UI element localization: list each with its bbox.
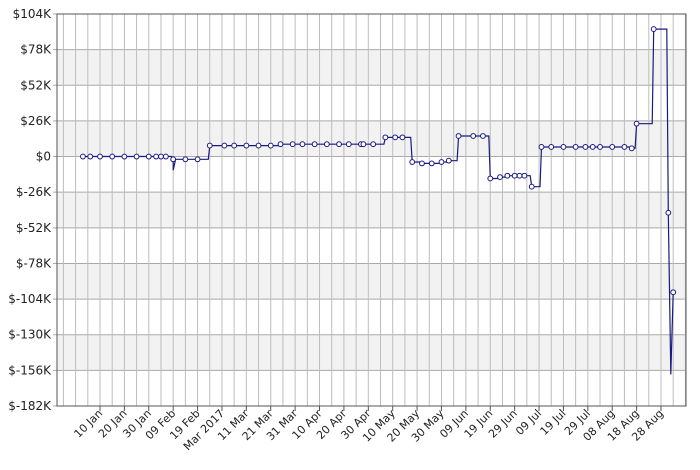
data-point (470, 133, 477, 139)
y-tick-label: $52K (20, 78, 52, 92)
data-point (170, 156, 177, 163)
x-tick-label: 19 Jul (538, 407, 569, 438)
data-point (497, 174, 503, 181)
data-point (360, 141, 367, 148)
data-point (370, 141, 377, 148)
data-point (323, 141, 330, 148)
plot-band (57, 192, 686, 228)
data-point (133, 153, 140, 160)
y-axis-tick-labels: $104K $78K $52K $26K $0 $-26K $-52K $-78K $-104K… (8, 7, 52, 413)
data-point (419, 160, 425, 167)
data-point (504, 172, 511, 179)
y-tick-label: $-156K (8, 363, 52, 377)
data-point (487, 175, 494, 182)
data-point (516, 172, 523, 179)
data-point (289, 141, 296, 148)
plot-background (57, 14, 686, 406)
plot-frame (56, 13, 687, 407)
y-tick-label: $-130K (8, 328, 52, 342)
data-point (665, 209, 672, 216)
data-point (121, 153, 128, 160)
data-point (277, 141, 284, 148)
data-point (255, 142, 262, 149)
data-point (438, 159, 445, 165)
x-tick-label: 09 Jul (513, 407, 544, 438)
data-point (243, 142, 250, 149)
plot-band (57, 14, 686, 50)
data-point (97, 153, 103, 160)
plot-band (57, 263, 686, 300)
data-point (345, 141, 352, 148)
data-point (633, 120, 640, 127)
data-point (511, 172, 518, 179)
data-point (589, 144, 596, 150)
data-point (194, 156, 201, 163)
plot-band (57, 49, 686, 86)
data-point (455, 133, 462, 139)
data-point (158, 153, 164, 160)
data-point (521, 172, 528, 179)
data-point (392, 134, 399, 141)
data-point (597, 144, 603, 150)
y-tick-label: $-104K (8, 292, 52, 306)
plot-band (57, 227, 686, 264)
y-tick-label: $26K (20, 114, 52, 128)
data-point (206, 142, 213, 149)
plot-band (57, 85, 686, 121)
data-point (231, 142, 238, 149)
plot-band (57, 334, 686, 371)
data-point (299, 141, 306, 148)
plot-band (57, 299, 686, 335)
data-point (560, 144, 567, 150)
data-point (311, 141, 318, 148)
data-point (399, 134, 406, 141)
data-point (409, 159, 416, 165)
data-point (267, 142, 274, 149)
y-tick-label: $0 (36, 150, 51, 164)
y-tick-label: $104K (13, 7, 53, 21)
data-point (480, 133, 486, 139)
y-tick-label: $78K (20, 43, 52, 57)
data-point (628, 145, 635, 152)
y-tick-label: $-26K (16, 185, 52, 199)
data-point (336, 141, 342, 148)
data-point (182, 156, 189, 163)
data-point (548, 144, 555, 150)
data-point (145, 153, 152, 160)
data-point (162, 153, 169, 160)
x-gridlines (62, 14, 686, 411)
data-point (609, 144, 616, 150)
data-point (382, 134, 389, 141)
data-point (428, 160, 435, 167)
y-tick-label: $-52K (16, 221, 52, 235)
y-tick-label: $-78K (16, 256, 52, 270)
data-point (80, 153, 86, 160)
data-point (153, 153, 160, 160)
plot-band (57, 120, 686, 157)
data-point (445, 157, 452, 164)
data-point (621, 144, 628, 150)
data-point (221, 142, 228, 149)
plot-band (57, 370, 686, 406)
data-point (582, 144, 589, 150)
data-point (650, 26, 657, 32)
data-point (670, 289, 677, 296)
series-points (80, 26, 677, 296)
data-point (538, 144, 545, 150)
data-point (87, 153, 94, 160)
data-point (528, 183, 535, 190)
data-point (572, 144, 579, 150)
data-point (109, 153, 116, 160)
plot-band (57, 156, 686, 193)
y-tick-label: $-182K (8, 399, 52, 413)
